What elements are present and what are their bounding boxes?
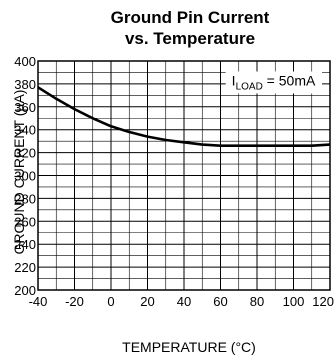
chart-title-line2: vs. Temperature — [125, 29, 255, 48]
y-tick-label: 300 — [14, 169, 36, 184]
x-tick-label: 80 — [250, 294, 264, 309]
y-tick-label: 200 — [14, 283, 36, 298]
x-axis-label: TEMPERATURE (°C) — [122, 339, 256, 355]
y-tick-label: 240 — [14, 237, 36, 252]
annotation-value: = 50mA — [263, 72, 316, 88]
x-tick-label: 60 — [213, 294, 227, 309]
tick-labels: -40 -20 0 20 40 60 80 100 120 200 220 240 260 280 300 3… — [14, 54, 334, 309]
y-tick-label: 280 — [14, 191, 36, 206]
grid — [37, 60, 331, 291]
y-tick-label: 400 — [14, 54, 36, 69]
annotation-background — [225, 71, 322, 94]
x-tick-label: 20 — [140, 294, 154, 309]
y-axis-label: GROUND CURRENT (µA) — [11, 90, 27, 255]
annotation-text: ILOAD = 50mA — [232, 72, 316, 92]
plot-frame — [37, 60, 331, 291]
x-tick-label: 40 — [177, 294, 191, 309]
x-tick-label: 100 — [283, 294, 305, 309]
y-tick-label: 380 — [14, 77, 36, 92]
x-tick-label: -40 — [29, 294, 48, 309]
y-tick-label: 220 — [14, 260, 36, 275]
x-tick-label: 0 — [107, 294, 114, 309]
x-tick-label: 120 — [312, 294, 334, 309]
y-tick-label: 340 — [14, 123, 36, 138]
load-annotation: ILOAD = 50mA — [225, 71, 322, 94]
ground-current-curve — [37, 86, 331, 147]
annotation-subscript: LOAD — [236, 81, 263, 92]
y-tick-label: 320 — [14, 146, 36, 161]
series-layer — [37, 86, 331, 147]
x-tick-label: -20 — [65, 294, 84, 309]
y-tick-label: 360 — [14, 100, 36, 115]
y-tick-label: 260 — [14, 214, 36, 229]
chart-title-line1: Ground Pin Current — [111, 8, 270, 27]
annotation-symbol: I — [232, 72, 236, 88]
